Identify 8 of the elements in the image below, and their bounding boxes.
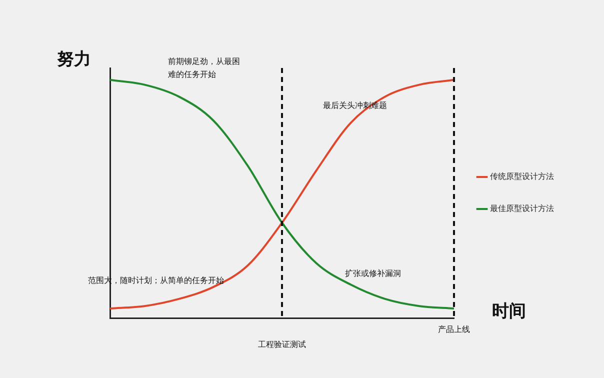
- annotation: 扩张或修补漏洞: [345, 269, 401, 278]
- y-axis-title: 努力: [57, 49, 91, 70]
- x-axis-title: 时间: [492, 301, 526, 322]
- text: 产品上线: [438, 325, 470, 334]
- legend-label: 最佳原型设计方法: [490, 204, 554, 214]
- text: 工程验证测试: [258, 340, 306, 350]
- text: 前期铆足劲，从最困难的任务开始: [168, 57, 240, 80]
- legend-label: 传统原型设计方法: [490, 172, 554, 182]
